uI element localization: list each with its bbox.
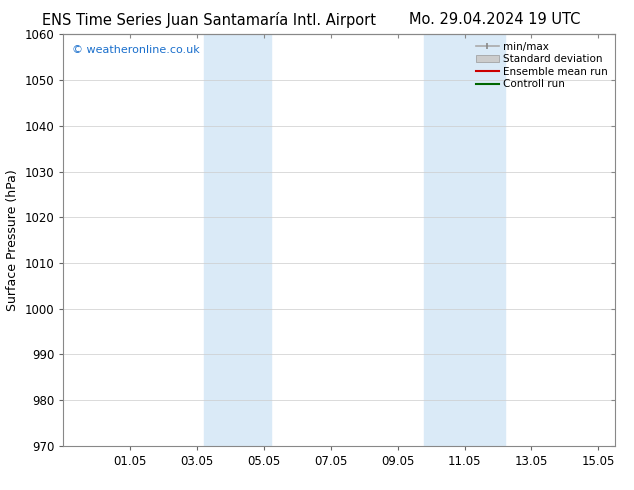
Text: © weatheronline.co.uk: © weatheronline.co.uk: [72, 45, 200, 54]
Text: ENS Time Series Juan Santamaría Intl. Airport: ENS Time Series Juan Santamaría Intl. Ai…: [42, 12, 376, 28]
Bar: [424, 34, 505, 446]
Bar: [204, 34, 271, 446]
Text: Mo. 29.04.2024 19 UTC: Mo. 29.04.2024 19 UTC: [409, 12, 580, 27]
Legend: min/max, Standard deviation, Ensemble mean run, Controll run: min/max, Standard deviation, Ensemble me…: [474, 40, 610, 92]
Y-axis label: Surface Pressure (hPa): Surface Pressure (hPa): [6, 169, 19, 311]
